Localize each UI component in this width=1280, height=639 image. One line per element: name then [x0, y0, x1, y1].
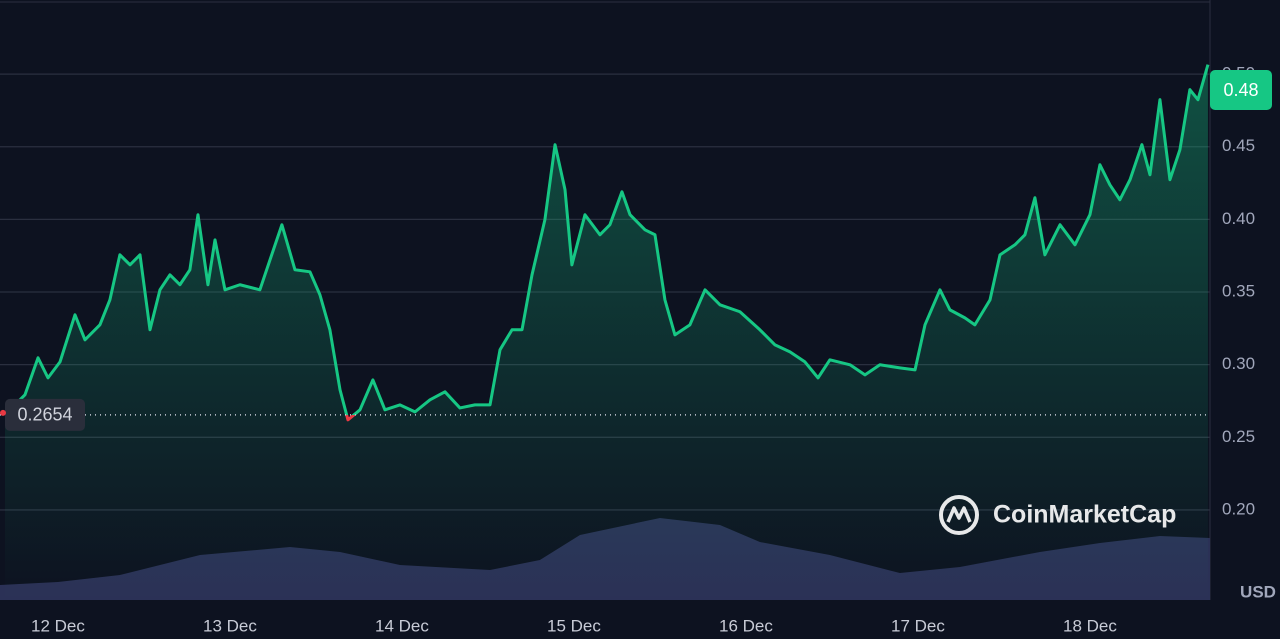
price-line	[3, 64, 1210, 422]
price-area	[4, 64, 1208, 600]
y-tick-label: 0.30	[1222, 354, 1255, 373]
reference-label: 0.2654	[17, 405, 72, 425]
x-tick-label: 16 Dec	[719, 616, 773, 635]
y-tick-label: 0.45	[1222, 136, 1255, 155]
y-tick-label: 0.20	[1222, 499, 1255, 518]
logo-mark	[946, 506, 972, 523]
reference-dot	[0, 409, 6, 416]
y-tick-label: 0.25	[1222, 427, 1255, 446]
x-tick-label: 15 Dec	[547, 616, 601, 635]
x-tick-label: 13 Dec	[203, 616, 257, 635]
x-tick-label: 18 Dec	[1063, 616, 1117, 635]
logo	[939, 495, 979, 535]
last-price-badge	[1210, 70, 1272, 110]
reference-badge	[5, 398, 85, 431]
x-tick-label: 17 Dec	[891, 616, 945, 635]
x-tick-label: 14 Dec	[375, 616, 429, 635]
y-tick-label: 0.40	[1222, 209, 1255, 228]
watermark: CoinMarketCap	[939, 495, 1176, 535]
x-tick-label: 12 Dec	[31, 616, 85, 635]
watermark-text: CoinMarketCap	[993, 501, 1176, 529]
y-unit: USD	[1240, 582, 1276, 601]
y-tick-label: 0.35	[1222, 281, 1255, 300]
last-price-label: 0.48	[1223, 80, 1258, 100]
